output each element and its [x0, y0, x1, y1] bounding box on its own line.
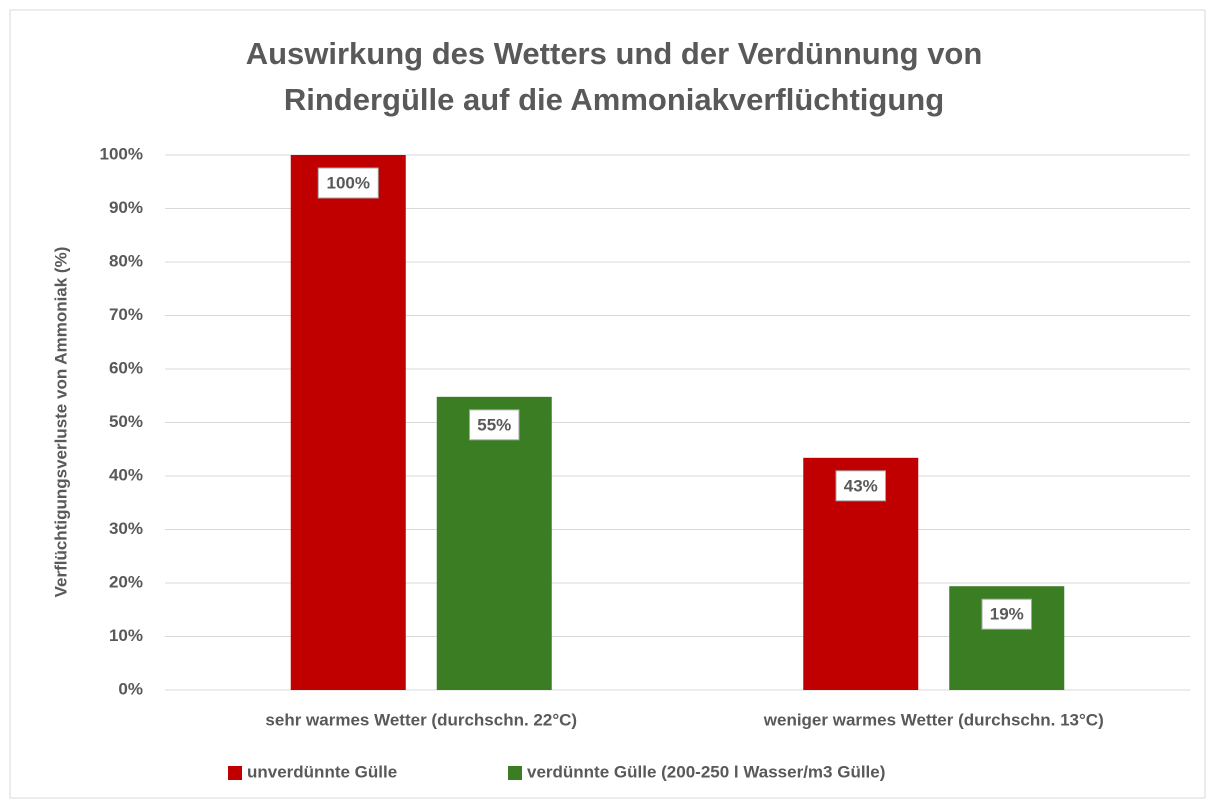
y-tick-label: 60%	[109, 358, 143, 377]
y-axis-label: Verflüchtigungsverluste von Ammoniak (%)	[51, 247, 70, 598]
value-label-box	[469, 409, 520, 441]
chart-title: Auswirkung des Wetters und der Verdünnun…	[246, 36, 983, 71]
y-tick-label: 0%	[118, 679, 143, 698]
legend-label: unverdünnte Gülle	[247, 762, 397, 781]
x-tick-label: weniger warmes Wetter (durchschn. 13°C)	[763, 710, 1104, 729]
value-label: 19%	[990, 605, 1024, 624]
y-tick-label: 10%	[109, 626, 143, 645]
bar	[290, 155, 406, 690]
y-tick-label: 80%	[109, 251, 143, 270]
legend-swatch	[228, 766, 242, 780]
value-label: 43%	[844, 476, 878, 495]
x-tick-label: sehr warmes Wetter (durchschn. 22°C)	[265, 710, 577, 729]
value-label: 100%	[327, 173, 370, 192]
value-label-box	[317, 167, 379, 199]
y-tick-label: 40%	[109, 465, 143, 484]
y-tick-label: 90%	[109, 198, 143, 217]
y-tick-label: 30%	[109, 519, 143, 538]
y-tick-label: 50%	[109, 412, 143, 431]
legend-swatch	[508, 766, 522, 780]
value-label-box	[835, 470, 886, 502]
chart-title: Rindergülle auf die Ammoniakverflüchtigu…	[284, 82, 944, 117]
y-tick-label: 70%	[109, 305, 143, 324]
bar	[436, 396, 552, 690]
legend-label: verdünnte Gülle (200-250 l Wasser/m3 Gül…	[527, 762, 885, 781]
y-tick-label: 20%	[109, 572, 143, 591]
y-tick-label: 100%	[100, 144, 143, 163]
value-label: 55%	[477, 415, 511, 434]
value-label-box	[981, 598, 1032, 630]
